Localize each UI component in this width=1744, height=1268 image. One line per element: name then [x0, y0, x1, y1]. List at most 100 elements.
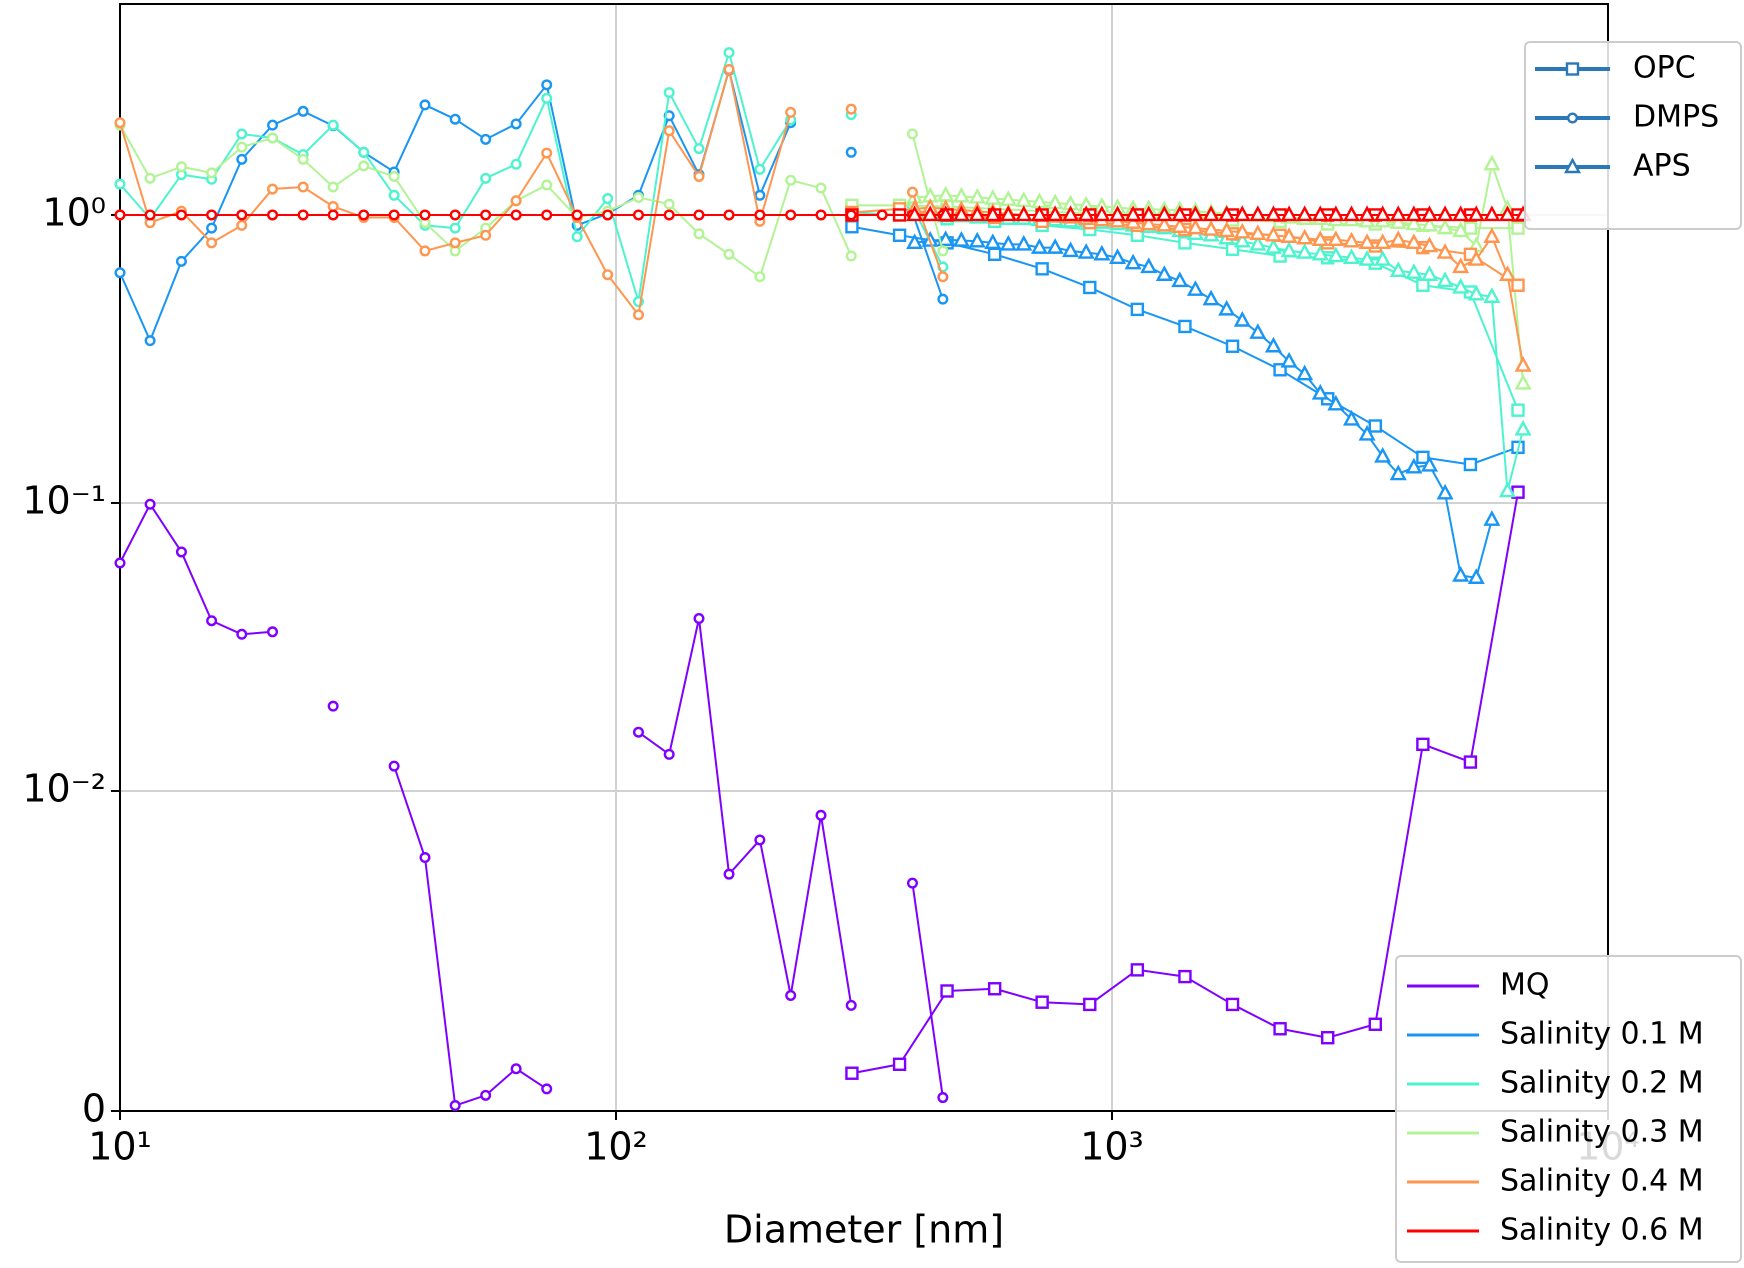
- legend-label: DMPS: [1633, 100, 1719, 135]
- circle-marker: [114, 178, 126, 190]
- triangle-marker: [1467, 568, 1485, 584]
- triangle-marker: [1202, 205, 1220, 222]
- x-tick-label: 10¹: [88, 1125, 152, 1169]
- circle-marker: [723, 868, 735, 880]
- series-line: [119, 69, 944, 342]
- circle-marker: [449, 237, 461, 249]
- triangle-marker: [968, 187, 986, 204]
- triangle-marker: [1374, 250, 1392, 266]
- circle-marker: [845, 999, 857, 1011]
- triangle-marker: [1436, 218, 1454, 235]
- triangle-marker: [1327, 205, 1345, 222]
- circle-marker: [388, 209, 400, 221]
- circle-marker: [480, 209, 492, 221]
- triangle-marker: [1171, 205, 1189, 222]
- triangle-marker: [1327, 230, 1345, 246]
- legend-label: Salinity 0.4 M: [1500, 1164, 1704, 1199]
- triangle-marker: [1030, 205, 1048, 222]
- circle-marker: [723, 47, 735, 59]
- circle-marker: [845, 250, 857, 262]
- circle-marker: [663, 87, 675, 99]
- circle-marker: [449, 1100, 461, 1112]
- y-tick-label: 10⁻¹: [22, 478, 106, 522]
- circle-marker: [510, 209, 522, 221]
- circle-marker: [480, 229, 492, 241]
- series-line: [914, 238, 1493, 579]
- square-marker: [1368, 419, 1382, 433]
- circle-marker: [114, 117, 126, 129]
- square-marker: [1178, 236, 1192, 250]
- triangle-marker: [1109, 248, 1127, 264]
- circle-marker: [449, 209, 461, 221]
- triangle-marker: [1498, 265, 1516, 281]
- square-marker: [1416, 278, 1430, 292]
- triangle-marker: [1498, 481, 1516, 498]
- triangle-marker: [1436, 205, 1454, 222]
- circle-marker: [906, 186, 918, 198]
- circle-marker: [785, 106, 797, 118]
- circle-marker: [388, 189, 400, 201]
- triangle-marker: [1452, 277, 1470, 294]
- triangle-marker: [1342, 248, 1361, 264]
- circle-marker: [541, 1083, 553, 1095]
- legend-marker: [1563, 157, 1582, 174]
- circle-marker: [419, 852, 431, 864]
- triangle-marker: [1030, 192, 1048, 209]
- circle-marker: [267, 626, 279, 638]
- triangle-marker: [1218, 205, 1236, 222]
- square-marker: [1083, 280, 1097, 295]
- y-tick-label: 10⁰: [42, 190, 106, 234]
- triangle-marker: [984, 233, 1002, 250]
- triangle-marker: [1030, 238, 1048, 254]
- triangle-marker: [1296, 205, 1314, 222]
- series-line: [851, 225, 1519, 466]
- triangle-marker: [1186, 205, 1204, 222]
- triangle-marker: [1093, 244, 1111, 261]
- square-marker: [1083, 997, 1097, 1012]
- triangle-marker: [1405, 205, 1423, 222]
- square-marker: [940, 984, 954, 998]
- triangle-marker: [1264, 205, 1282, 222]
- triangle-marker: [1405, 457, 1423, 474]
- circle-marker: [937, 271, 949, 283]
- triangle-marker: [1327, 394, 1345, 411]
- triangle-marker: [1467, 284, 1485, 301]
- circle-marker: [815, 209, 827, 221]
- square-marker: [845, 1066, 859, 1080]
- square-marker: [1321, 1031, 1335, 1045]
- triangle-marker: [1015, 234, 1033, 251]
- triangle-marker: [999, 234, 1017, 251]
- circle-marker: [510, 118, 522, 130]
- triangle-marker: [1374, 205, 1392, 222]
- circle-marker: [906, 128, 918, 140]
- circle-marker: [175, 209, 187, 221]
- triangle-marker: [1140, 214, 1158, 231]
- circle-marker: [236, 219, 248, 231]
- circle-marker: [297, 181, 309, 193]
- triangle-marker: [1124, 253, 1142, 270]
- square-marker: [1178, 319, 1192, 334]
- triangle-marker: [1280, 227, 1298, 243]
- legend-marker: [1566, 112, 1578, 124]
- circle-marker: [693, 228, 705, 240]
- circle-marker: [723, 63, 735, 75]
- circle-marker: [541, 79, 553, 91]
- triangle-marker: [1389, 261, 1407, 277]
- circle-marker: [206, 615, 218, 627]
- triangle-marker: [1140, 257, 1158, 274]
- circle-marker: [480, 1089, 492, 1101]
- circle-marker: [327, 700, 339, 712]
- triangle-marker: [1483, 510, 1501, 526]
- triangle-marker: [1405, 233, 1423, 250]
- circle-marker: [845, 209, 857, 221]
- circle-marker: [114, 267, 126, 279]
- circle-marker: [236, 141, 248, 153]
- triangle-marker: [921, 205, 939, 222]
- square-marker: [987, 247, 1002, 262]
- circle-marker: [144, 335, 156, 347]
- square-marker: [987, 982, 1002, 996]
- circle-marker: [510, 1063, 522, 1075]
- triangle-marker: [1420, 205, 1438, 222]
- square-marker: [1511, 278, 1525, 292]
- circle-marker: [175, 161, 187, 173]
